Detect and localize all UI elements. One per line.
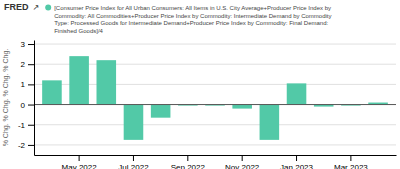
y-tick-label: 3 — [21, 40, 26, 49]
annotation: ↗ — [33, 3, 40, 12]
y-tick: -2 — [18, 141, 34, 150]
x-tick: Jul 2022 — [118, 155, 149, 169]
x-tick-mark — [242, 155, 243, 161]
grid-line — [34, 44, 396, 45]
legend: [Consumer Price Index for All Urban Cons… — [45, 5, 331, 34]
y-tick-mark — [28, 64, 34, 65]
x-tick-label: Nov 2022 — [225, 163, 260, 169]
bar — [260, 105, 280, 140]
x-tick-mark — [296, 155, 297, 161]
y-tick-mark — [28, 145, 34, 146]
y-tick-mark — [28, 125, 34, 126]
annotation: FRED — [4, 2, 29, 12]
x-tick: Nov 2022 — [225, 155, 260, 169]
zero-line — [34, 104, 396, 105]
bar — [232, 105, 252, 109]
x-tick: Mar 2023 — [334, 155, 368, 169]
y-tick-label: 2 — [21, 60, 26, 69]
bar — [69, 56, 89, 104]
x-tick-label: Jan 2023 — [280, 163, 313, 169]
x-axis: May 2022 Jul 2022 Sep 2022 Nov 2022 Jan 2023… — [35, 155, 397, 169]
legend-entry: [Consumer Price Index for All Urban Cons… — [54, 5, 331, 34]
y-tick-label: 1 — [21, 80, 26, 89]
bar — [151, 105, 171, 118]
x-tick-mark — [79, 155, 80, 161]
grid-line — [34, 124, 396, 125]
y-axis-label: % Chg. % Chg. % Chg. % Chg. — [2, 49, 10, 147]
bar — [97, 60, 117, 104]
y-tick: 0 — [21, 101, 34, 110]
bar — [42, 80, 62, 104]
header: FRED ↗ [Consumer Price Index for All Urban… — [4, 2, 331, 34]
x-tick-label: Mar 2023 — [334, 163, 368, 169]
x-tick-label: Sep 2022 — [171, 163, 206, 169]
y-tick-mark — [28, 44, 34, 45]
y-axis-line — [34, 41, 35, 156]
bars — [42, 56, 388, 140]
x-tick-mark — [133, 155, 134, 161]
x-tick-mark — [350, 155, 351, 161]
grid — [34, 44, 396, 145]
x-tick: Jan 2023 — [280, 155, 313, 169]
y-tick-mark — [28, 105, 34, 106]
y-tick-label: 0 — [21, 101, 26, 110]
x-axis-line — [35, 155, 397, 156]
x-tick-label: May 2022 — [62, 163, 98, 169]
x-tick-mark — [187, 155, 188, 161]
chart: FRED ↗ [Consumer Price Index for All Urban… — [0, 0, 400, 169]
legend-swatch — [45, 5, 51, 11]
bar — [124, 105, 144, 140]
y-tick-label: -1 — [18, 121, 26, 130]
bar — [287, 83, 307, 104]
y-tick: 2 — [21, 60, 34, 69]
y-tick-label: -2 — [18, 141, 26, 150]
y-tick: 1 — [21, 80, 34, 89]
y-axis: -2 -1 0 1 2 3 — [18, 40, 35, 155]
y-tick-mark — [28, 84, 34, 85]
grid-line — [34, 144, 396, 145]
y-tick: -1 — [18, 121, 34, 130]
x-tick-label: Jul 2022 — [118, 163, 149, 169]
y-tick: 3 — [21, 40, 34, 49]
x-tick: Sep 2022 — [171, 155, 206, 169]
x-tick: May 2022 — [62, 155, 98, 169]
